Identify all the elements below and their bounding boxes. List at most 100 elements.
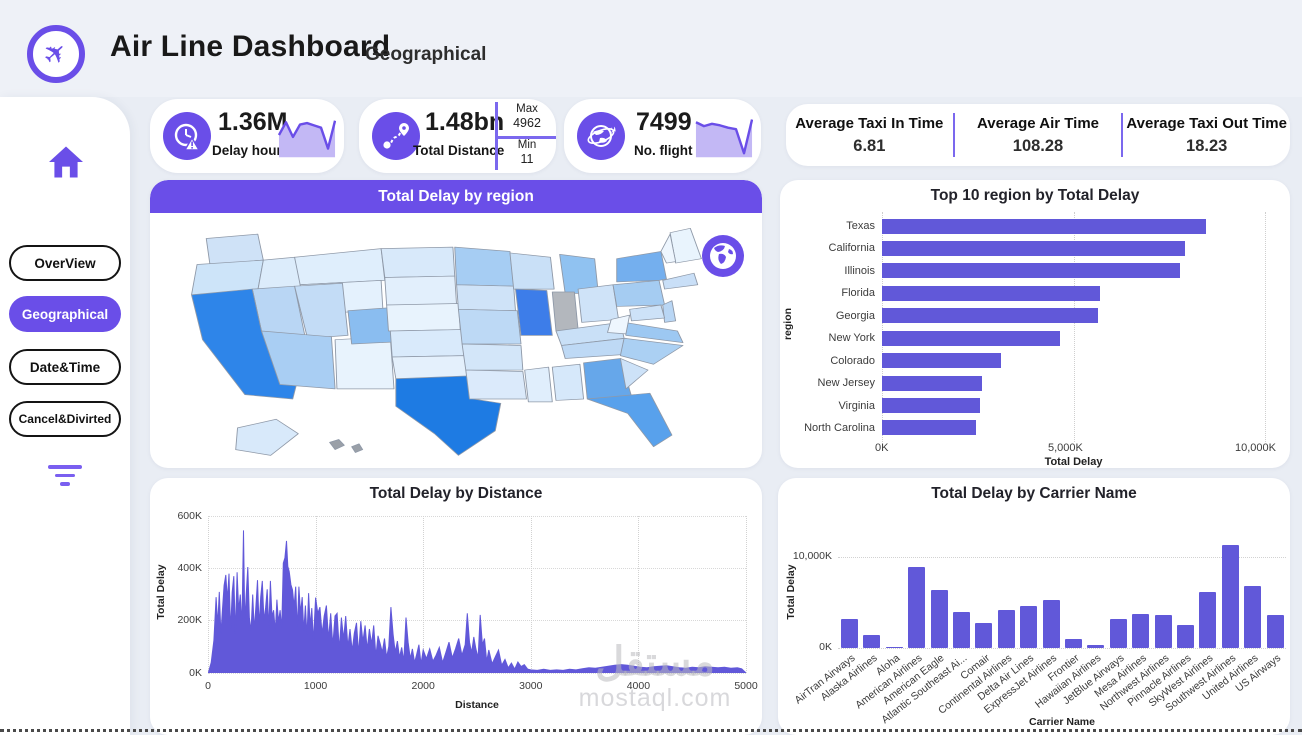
state-new-mexico[interactable] xyxy=(334,336,395,390)
state-pennsylvania[interactable] xyxy=(612,280,666,307)
top10-bar[interactable] xyxy=(882,330,1061,346)
state-indiana[interactable] xyxy=(551,291,579,332)
state-missouri[interactable] xyxy=(457,308,522,345)
kpi-card-no-flight: ✈ 7499 No. flight xyxy=(564,99,761,173)
carrier-bar[interactable] xyxy=(885,646,903,648)
carrier-bar[interactable] xyxy=(1087,644,1105,648)
carrier-bar[interactable] xyxy=(863,634,881,648)
sidebar-item-cancel-diverted[interactable]: Cancel&Divirted xyxy=(9,401,121,437)
app-header: ✈ Air Line Dashboard Geographical xyxy=(0,0,1302,97)
y-tick: 600K xyxy=(177,510,202,522)
top10-bar[interactable] xyxy=(882,263,1180,279)
sidebar-item-date-time[interactable]: Date&Time xyxy=(9,349,121,385)
carrier-bar[interactable] xyxy=(1199,592,1217,648)
state-west-virginia[interactable] xyxy=(607,314,631,335)
carrier-bar[interactable] xyxy=(997,610,1015,648)
page-bottom-dotted-border xyxy=(0,729,1302,732)
state-alabama[interactable] xyxy=(551,363,585,401)
state-montana[interactable] xyxy=(294,248,386,286)
carrier-bar[interactable] xyxy=(1065,638,1082,648)
globe-icon[interactable] xyxy=(702,235,744,277)
carrier-bar[interactable] xyxy=(841,619,858,648)
filter-icon[interactable] xyxy=(0,465,130,486)
carrier-bar[interactable] xyxy=(1154,615,1172,648)
stat-divider xyxy=(1121,113,1124,157)
top10-bar[interactable] xyxy=(882,285,1100,301)
top10-bar[interactable] xyxy=(882,240,1185,256)
state-utah[interactable] xyxy=(294,282,349,339)
carrier-bar[interactable] xyxy=(1221,544,1239,648)
state-florida[interactable] xyxy=(586,392,673,448)
top10-bar[interactable] xyxy=(882,420,977,436)
top10-category-label: Virginia xyxy=(838,399,876,412)
state-south-dakota[interactable] xyxy=(384,275,458,306)
top10-bar[interactable] xyxy=(882,398,981,413)
state-maryland[interactable] xyxy=(629,304,666,322)
top10-category-label: Texas xyxy=(846,220,875,232)
state-alaska[interactable] xyxy=(235,418,299,456)
top10-bar[interactable] xyxy=(882,218,1206,234)
chart-title: Total Delay by Distance xyxy=(369,485,543,502)
table-row: New Jersey xyxy=(780,373,1265,393)
state-north-carolina[interactable] xyxy=(619,337,684,365)
carrier-bar[interactable] xyxy=(1244,586,1262,648)
carrier-bar[interactable] xyxy=(1042,600,1060,648)
distance-area-series[interactable] xyxy=(208,516,746,673)
page-title: Air Line Dashboard xyxy=(110,30,391,63)
kpi-min: Min 11 xyxy=(517,139,537,166)
kpi-label: Delay hours xyxy=(212,143,290,158)
top10-bar[interactable] xyxy=(882,375,982,391)
state-south-carolina[interactable] xyxy=(619,358,649,390)
state-arizona[interactable] xyxy=(261,330,336,390)
carrier-bar[interactable] xyxy=(1132,613,1150,648)
carrier-bar[interactable] xyxy=(908,567,926,648)
state-new-york[interactable] xyxy=(616,251,667,283)
y-tick: 400K xyxy=(177,562,202,574)
sidebar-item-overview[interactable]: OverView xyxy=(9,245,121,281)
globe-plane-icon: ✈ xyxy=(577,112,625,160)
state-new-jersey[interactable] xyxy=(662,300,677,323)
carrier-bar[interactable] xyxy=(1020,606,1038,648)
top10-bar[interactable] xyxy=(882,353,1001,369)
state-massachusetts[interactable] xyxy=(662,272,699,290)
state-arkansas[interactable] xyxy=(461,343,524,371)
sidebar: OverView Geographical Date&Time Cancel&D… xyxy=(0,97,130,735)
state-california[interactable] xyxy=(191,288,299,400)
table-row: New York xyxy=(780,328,1265,348)
carrier-bar[interactable] xyxy=(1177,625,1194,648)
state-hawaii[interactable] xyxy=(351,443,364,453)
carrier-bar[interactable] xyxy=(1266,614,1284,648)
state-nebraska[interactable] xyxy=(386,303,461,332)
state-iowa[interactable] xyxy=(456,284,516,312)
top10-bars: Texas California Illinois Florida Georgia New… xyxy=(780,216,1265,438)
top10-category-label: Georgia xyxy=(835,309,875,322)
kpi-max: Max 4962 xyxy=(513,103,541,130)
carrier-bar[interactable] xyxy=(930,590,948,648)
carrier-bar[interactable] xyxy=(975,623,993,648)
carrier-chart-card: Total Delay by Carrier Name Total Delay … xyxy=(778,478,1290,735)
state-louisiana[interactable] xyxy=(465,369,527,400)
state-minnesota[interactable] xyxy=(454,246,515,287)
state-hawaii[interactable] xyxy=(329,439,345,450)
state-illinois[interactable] xyxy=(515,288,553,336)
state-new-hampshire[interactable] xyxy=(660,233,677,264)
state-north-dakota[interactable] xyxy=(380,246,456,278)
table-row: Virginia xyxy=(780,396,1265,416)
state-oklahoma[interactable] xyxy=(391,355,469,380)
top10-bar[interactable] xyxy=(882,308,1098,324)
table-row: California xyxy=(780,238,1265,258)
carrier-bar[interactable] xyxy=(953,612,970,648)
y-axis-title: Total Delay xyxy=(785,564,797,620)
state-wisconsin[interactable] xyxy=(509,252,555,290)
state-ohio[interactable] xyxy=(577,284,620,323)
carrier-bar[interactable] xyxy=(1109,619,1127,648)
state-kansas[interactable] xyxy=(389,329,465,358)
kpi-label: No. flight xyxy=(634,143,693,158)
avg-taxi-in: Average Taxi In Time 6.81 xyxy=(795,114,944,155)
state-washington[interactable] xyxy=(205,233,264,265)
sidebar-item-geographical[interactable]: Geographical xyxy=(9,296,121,332)
table-row: Colorado xyxy=(780,351,1265,371)
state-mississippi[interactable] xyxy=(524,366,553,403)
x-tick: 4000 xyxy=(626,680,651,692)
home-icon[interactable] xyxy=(47,145,85,179)
